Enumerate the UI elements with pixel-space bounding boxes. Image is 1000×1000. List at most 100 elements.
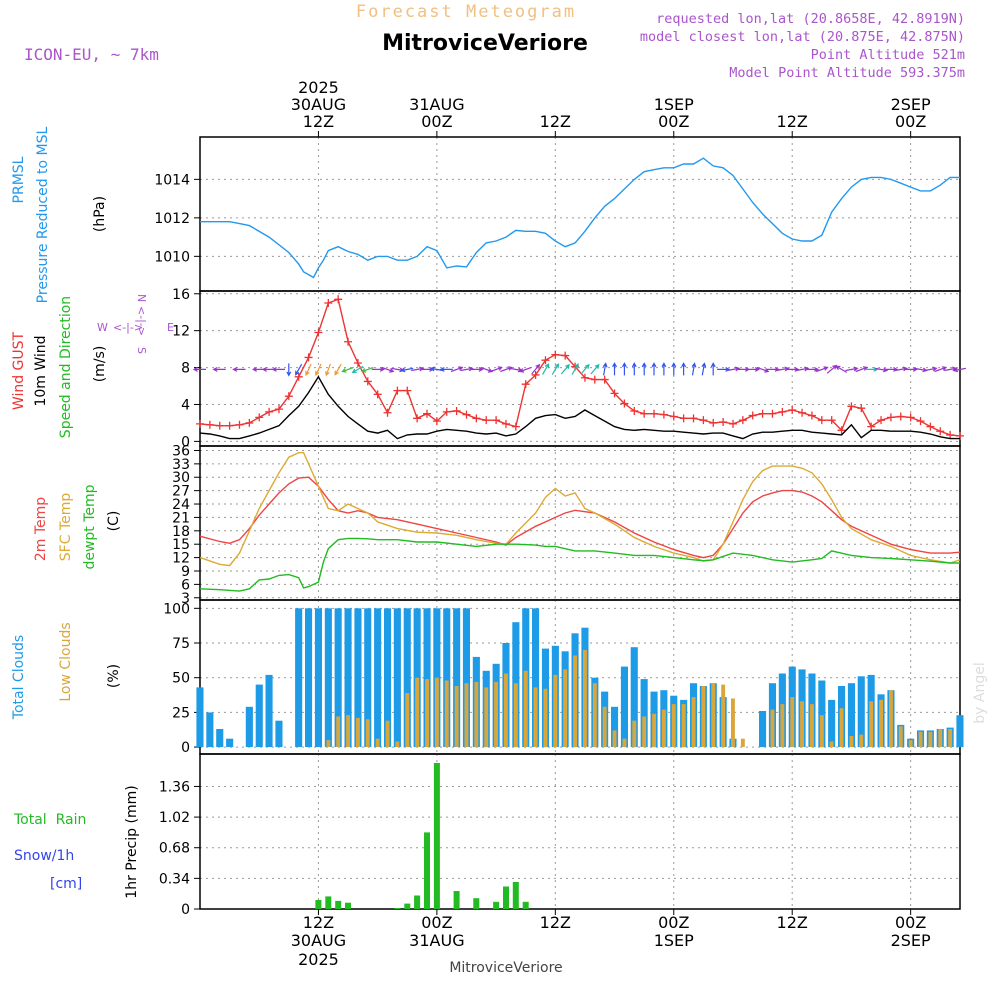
bottom-year-label: 2025 — [298, 950, 339, 969]
low-clouds-bar — [464, 683, 469, 747]
gust-marker — [788, 406, 797, 415]
total-clouds-bar — [640, 679, 648, 748]
y-tick-label: 16 — [172, 287, 190, 303]
y-tick-label: 9 — [181, 564, 190, 580]
wind-direction-arrow — [551, 363, 559, 375]
bottom-hour-label: 12Z — [303, 913, 334, 932]
low-clouds-bar — [533, 687, 538, 748]
gust-marker — [610, 389, 619, 398]
rain-bar — [424, 832, 430, 909]
total-clouds-bar — [423, 608, 431, 747]
bottom-date-label: 2SEP — [891, 931, 931, 950]
wind-direction-arrow — [602, 362, 608, 376]
y-tick-label: 1.02 — [159, 810, 190, 826]
gust-marker — [225, 421, 234, 430]
gust-marker — [916, 417, 925, 426]
y-tick-label: 12 — [172, 324, 190, 340]
gust-marker — [265, 407, 274, 416]
low-clouds-bar — [691, 697, 696, 747]
bottom-hour-label: 12Z — [540, 913, 571, 932]
gust-marker — [541, 356, 550, 365]
wind-direction-arrow — [612, 362, 618, 376]
gust-marker — [580, 373, 589, 382]
y-tick-label: 3 — [181, 591, 190, 607]
wind-direction-arrow — [904, 366, 918, 372]
rain-bar — [404, 903, 411, 909]
low-clouds-bar — [938, 729, 943, 747]
rain-bar — [414, 895, 421, 909]
wind-direction-arrow — [560, 363, 570, 375]
y-tick-label: 27 — [172, 484, 190, 500]
gust-marker — [501, 419, 510, 428]
y-tick-label: 100 — [163, 601, 190, 617]
low-clouds-bar — [504, 673, 508, 747]
gust-marker — [699, 416, 708, 425]
top-date-label: 31AUG — [409, 95, 464, 114]
compass-north: N — [135, 294, 148, 302]
wind-direction-arrow — [710, 362, 716, 376]
total-clouds-bar — [265, 674, 273, 747]
gust-marker — [906, 413, 915, 422]
footer-station: MitroviceVeriore — [449, 960, 562, 976]
bottom-hour-label: 12Z — [777, 913, 808, 932]
y-tick-label: 0 — [181, 740, 190, 756]
bottom-hour-label: 00Z — [421, 913, 452, 932]
low-clouds-bar — [425, 679, 429, 748]
gust-marker — [837, 426, 846, 435]
total-clouds-bar — [630, 647, 638, 748]
meteogram-subtitle: Forecast Meteogram — [356, 2, 576, 22]
low-clouds-bar — [642, 716, 647, 747]
gust-marker — [807, 411, 816, 420]
total-clouds-bar — [433, 608, 441, 747]
rain-bar — [493, 901, 500, 909]
wind-direction-arrow — [691, 362, 697, 376]
wind-direction-arrow — [952, 367, 967, 373]
low-clouds-bar — [671, 704, 676, 748]
gust-marker — [393, 386, 402, 395]
low-clouds-bar — [800, 701, 804, 748]
y-tick-label: 12 — [172, 551, 190, 567]
precip-panel: 0 0.34 0.68 1.02 1.36 — [159, 753, 961, 918]
rain-bar — [335, 900, 342, 909]
rain-bar — [503, 886, 509, 909]
panel-frame — [199, 290, 961, 447]
y-tick-label: 4 — [181, 397, 190, 413]
wind-direction-arrow — [884, 366, 899, 372]
gust-marker — [719, 418, 728, 427]
wind-direction-arrow — [621, 362, 627, 376]
gust-marker — [877, 416, 886, 425]
dewpt-temp-label: dewpt Temp — [82, 484, 98, 569]
low-clouds-bar — [474, 681, 479, 748]
wind-direction-arrow — [232, 366, 246, 372]
wind-direction-arrow — [631, 362, 637, 376]
wind-direction-arrow — [460, 366, 474, 372]
wind-direction-arrow — [746, 366, 760, 372]
wind-direction-arrow — [411, 366, 425, 372]
gust-marker — [432, 417, 441, 426]
gust-marker — [472, 414, 481, 423]
gust-marker — [324, 298, 333, 307]
top-year-label: 2025 — [298, 78, 339, 97]
gust-marker — [304, 353, 313, 362]
wind-direction-arrow — [815, 366, 829, 373]
wind-direction-arrow — [681, 362, 687, 376]
bottom-hour-label: 00Z — [658, 913, 689, 932]
rain-bar — [453, 891, 460, 909]
total-clouds-bar — [344, 608, 352, 747]
low-clouds-bar — [770, 709, 775, 748]
low-clouds-bar — [563, 669, 568, 748]
wind-direction-arrow — [894, 366, 908, 372]
wind-direction-arrow — [271, 366, 285, 372]
wind-direction-arrow — [450, 366, 464, 373]
total-clouds-bar — [611, 706, 619, 747]
y-tick-label: 1014 — [154, 172, 190, 188]
bottom-date-label: 31AUG — [409, 931, 464, 950]
wind-direction-arrow — [439, 366, 453, 372]
y-tick-label: 24 — [172, 497, 190, 513]
wind-direction-arrow — [212, 366, 226, 372]
y-tick-label: 1010 — [154, 249, 190, 265]
total-clouds-bar — [354, 608, 362, 747]
gust-marker — [531, 370, 540, 379]
gust-marker — [689, 414, 698, 423]
